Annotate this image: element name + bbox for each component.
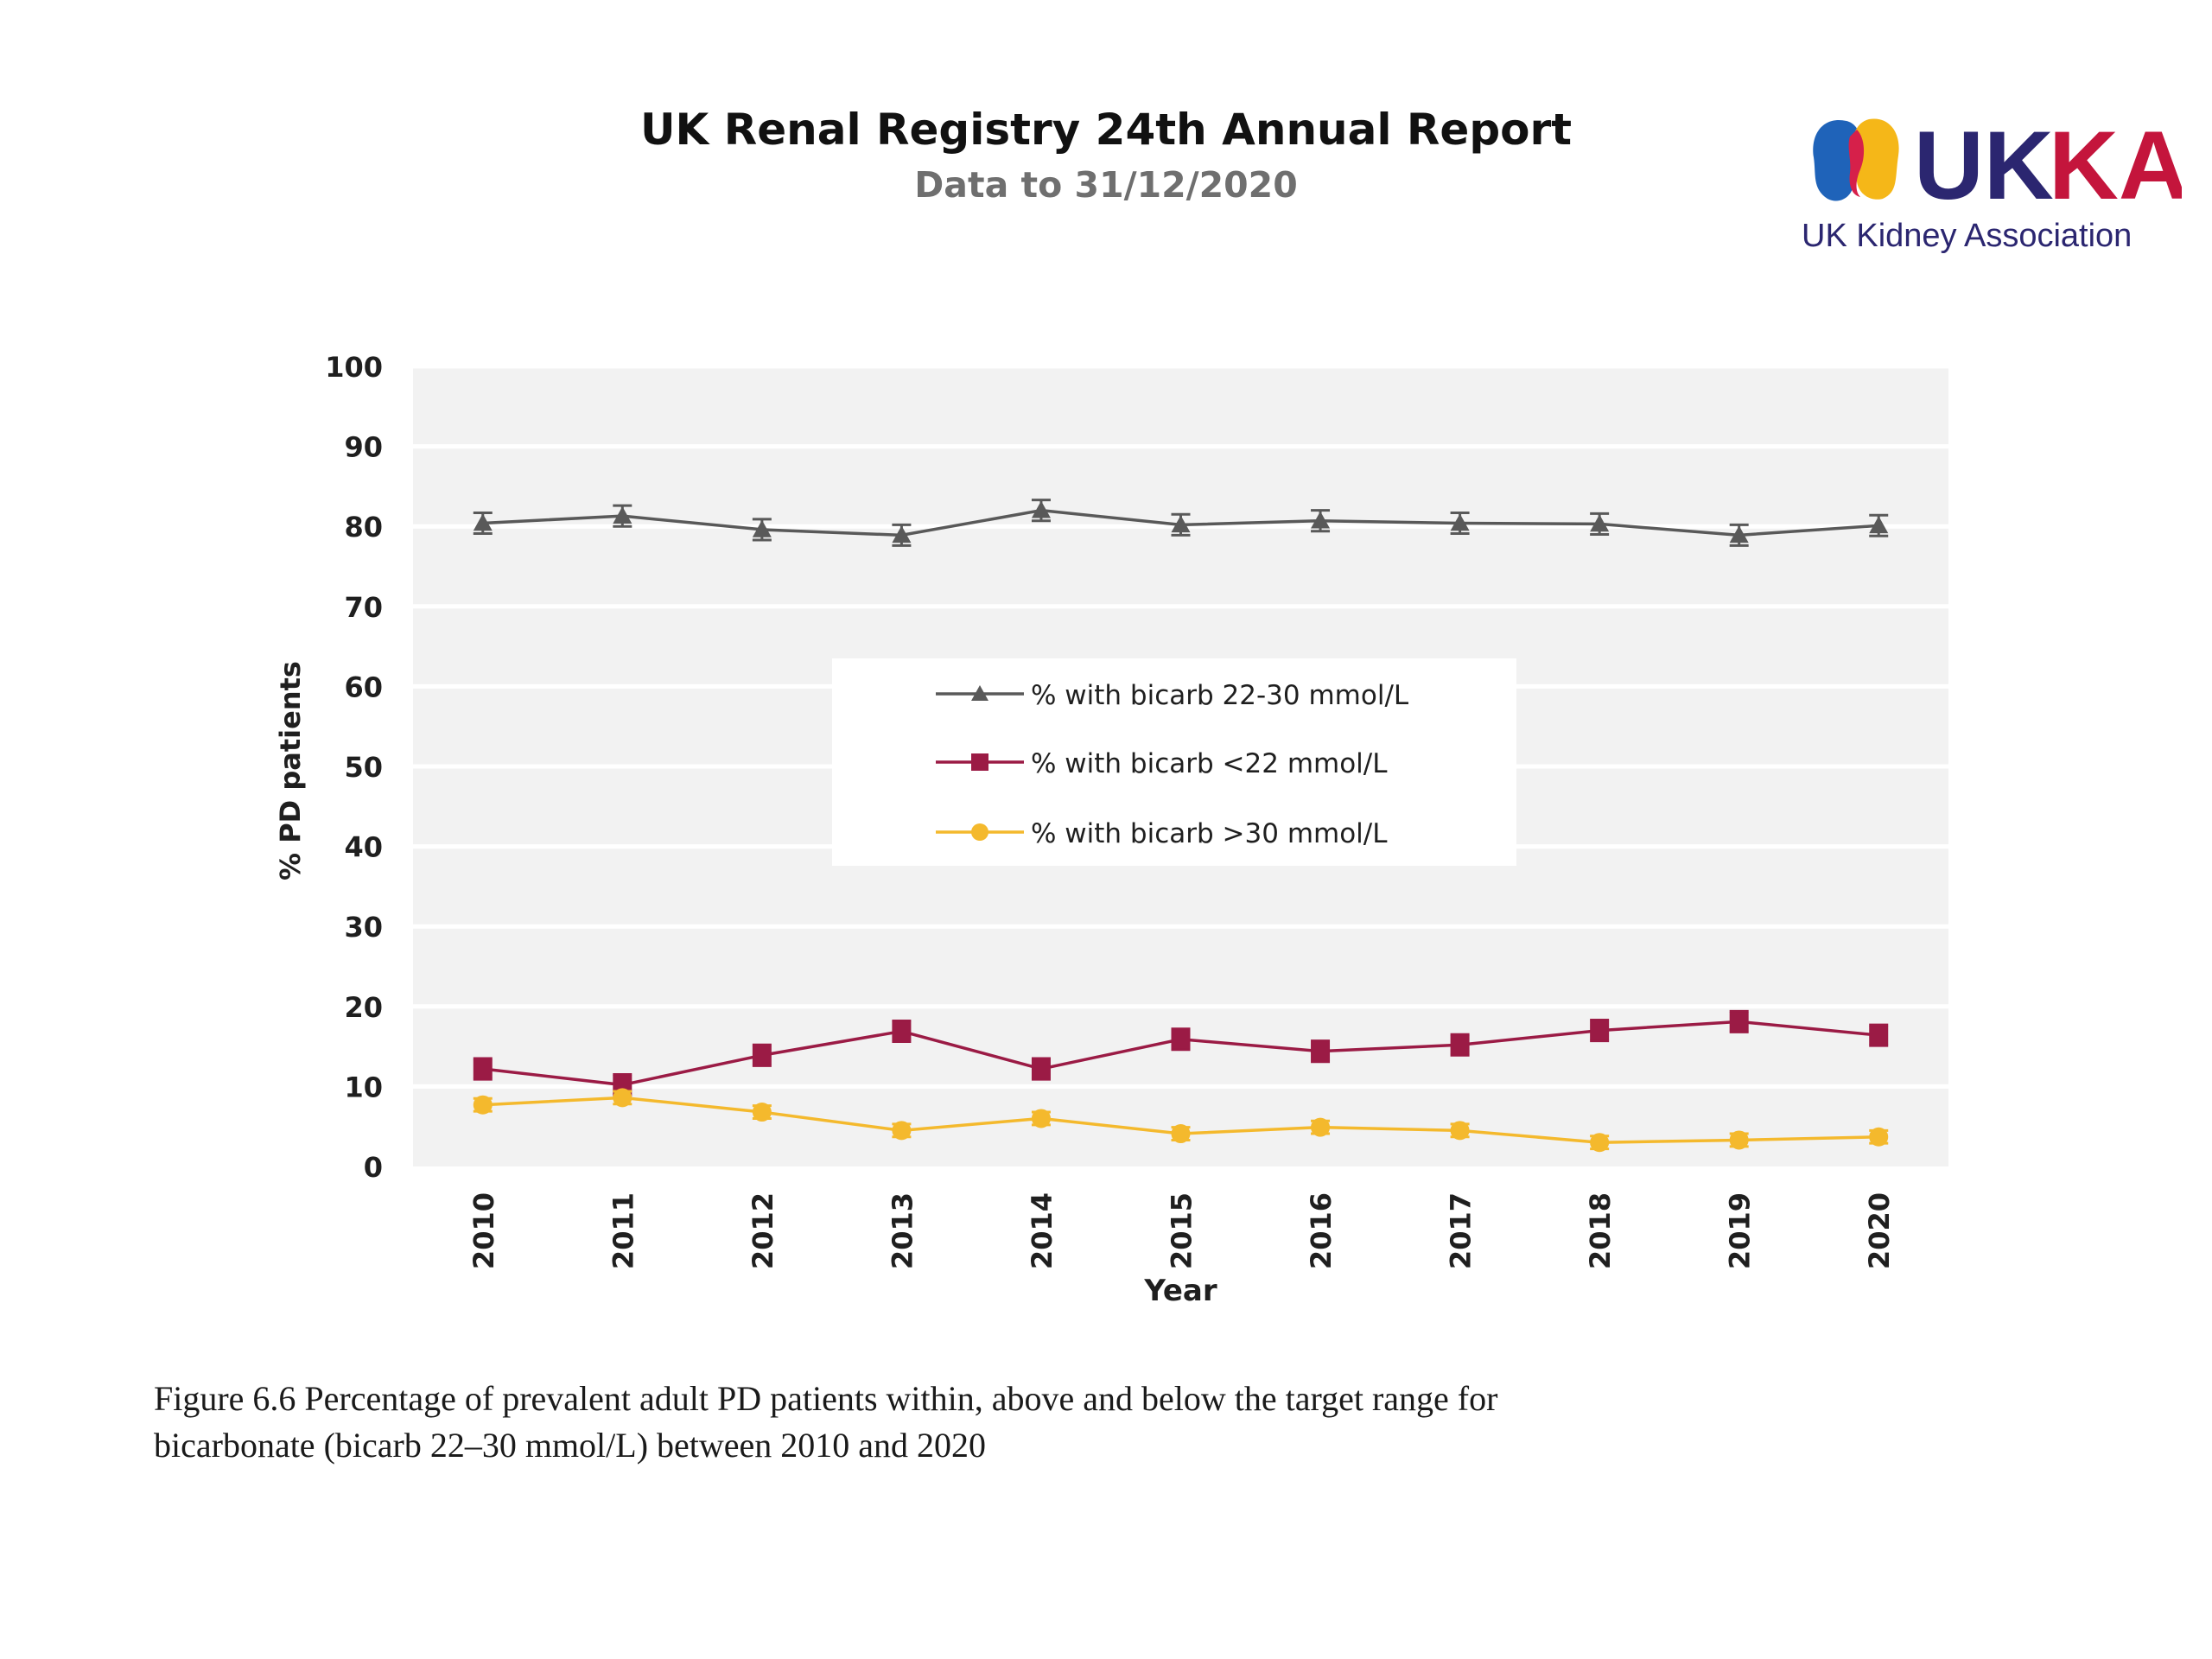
data-point bbox=[1031, 1059, 1051, 1079]
legend-item: % with bicarb 22-30 mmol/L bbox=[936, 680, 1409, 711]
series-2 bbox=[473, 1009, 1889, 1097]
legend: % with bicarb 22-30 mmol/L % with bicarb … bbox=[832, 658, 1516, 866]
legend-item: % with bicarb <22 mmol/L bbox=[936, 748, 1388, 779]
data-point bbox=[473, 1095, 493, 1115]
data-point bbox=[892, 525, 912, 543]
data-point bbox=[613, 1088, 632, 1108]
legend-label: % with bicarb >30 mmol/L bbox=[1031, 818, 1388, 849]
y-tick-label: 40 bbox=[344, 831, 383, 864]
data-point bbox=[1729, 1130, 1749, 1150]
legend-label: % with bicarb <22 mmol/L bbox=[1031, 748, 1388, 779]
data-point bbox=[613, 506, 632, 524]
logo-tagline: UK Kidney Association bbox=[1802, 218, 2132, 254]
data-point bbox=[1729, 1012, 1749, 1032]
legend-marker bbox=[971, 753, 988, 771]
x-tick-label: 2018 bbox=[1584, 1192, 1617, 1269]
y-tick-label: 20 bbox=[344, 991, 383, 1024]
y-tick-label: 60 bbox=[344, 671, 383, 703]
data-point bbox=[1311, 1041, 1331, 1061]
data-point bbox=[752, 519, 772, 537]
x-tick-label: 2014 bbox=[1026, 1192, 1058, 1269]
data-point bbox=[1031, 1109, 1051, 1128]
x-tick-label: 2011 bbox=[607, 1192, 639, 1269]
y-tick-label: 30 bbox=[344, 911, 383, 944]
data-point bbox=[1311, 511, 1331, 529]
y-tick-label: 80 bbox=[344, 511, 383, 543]
data-point bbox=[1450, 1121, 1470, 1141]
data-point bbox=[1450, 1035, 1470, 1055]
x-tick-label: 2017 bbox=[1445, 1192, 1478, 1269]
data-point bbox=[892, 1121, 912, 1141]
series-1 bbox=[473, 499, 1889, 547]
legend-item: % with bicarb >30 mmol/L bbox=[936, 818, 1388, 849]
data-point bbox=[1869, 1127, 1889, 1147]
data-point bbox=[1171, 1029, 1191, 1049]
x-tick-label: 2019 bbox=[1724, 1192, 1757, 1269]
caption-line-2: bicarbonate (bicarb 22–30 mmol/L) betwee… bbox=[154, 1426, 987, 1465]
y-tick-label: 90 bbox=[344, 431, 383, 464]
x-tick-label: 2020 bbox=[1863, 1192, 1896, 1269]
y-axis-ticks: 0 10 20 30 40 50 60 70 80 90 100 bbox=[325, 351, 383, 1184]
data-point bbox=[1590, 1133, 1610, 1153]
data-point bbox=[473, 513, 493, 531]
x-axis-ticks: 2010 2011 2012 2013 2014 2015 2016 2017 2018 2019… bbox=[467, 1192, 1896, 1269]
data-point bbox=[473, 1059, 493, 1079]
data-point bbox=[1869, 1026, 1889, 1046]
data-point bbox=[892, 1021, 912, 1041]
caption-line-1: Figure 6.6 Percentage of prevalent adult… bbox=[154, 1379, 1498, 1418]
data-point bbox=[1869, 516, 1889, 534]
y-tick-label: 10 bbox=[344, 1071, 383, 1103]
report-header: UK Renal Registry 24th Annual Report Dat… bbox=[0, 102, 2212, 211]
y-axis-label: % PD patients bbox=[274, 661, 307, 880]
data-point bbox=[1590, 514, 1610, 532]
data-point bbox=[752, 1046, 772, 1065]
y-tick-label: 100 bbox=[325, 351, 383, 384]
data-point bbox=[1171, 1124, 1191, 1144]
report-subtitle: Data to 31/12/2020 bbox=[914, 164, 1298, 206]
data-point bbox=[1031, 500, 1051, 518]
ukka-logo: UK KA UK Kidney Association bbox=[1802, 112, 2182, 254]
y-tick-label: 0 bbox=[364, 1151, 383, 1184]
kidney-logo-icon bbox=[1813, 118, 1899, 201]
x-tick-label: 2010 bbox=[467, 1192, 500, 1269]
legend-marker bbox=[971, 685, 988, 701]
data-point bbox=[752, 1103, 772, 1122]
data-point bbox=[1729, 525, 1749, 543]
legend-marker bbox=[971, 823, 988, 841]
x-tick-label: 2012 bbox=[747, 1192, 779, 1269]
y-tick-label: 50 bbox=[344, 751, 383, 784]
report-title: UK Renal Registry 24th Annual Report bbox=[639, 105, 1573, 155]
logo-wordmark-ka: KA bbox=[2049, 112, 2182, 219]
series-layer bbox=[473, 499, 1889, 1153]
figure-caption: Figure 6.6 Percentage of prevalent adult… bbox=[154, 1376, 1882, 1469]
legend-label: % with bicarb 22-30 mmol/L bbox=[1031, 680, 1409, 711]
data-point bbox=[1590, 1020, 1610, 1040]
data-point bbox=[1450, 513, 1470, 531]
logo-wordmark-uk: UK bbox=[1914, 112, 2054, 219]
y-tick-label: 70 bbox=[344, 591, 383, 624]
x-tick-label: 2015 bbox=[1166, 1192, 1198, 1269]
data-point bbox=[1171, 515, 1191, 533]
x-axis-label: Year bbox=[1143, 1274, 1217, 1308]
data-point bbox=[1311, 1117, 1331, 1137]
x-tick-label: 2016 bbox=[1305, 1192, 1338, 1269]
x-tick-label: 2013 bbox=[886, 1192, 918, 1269]
series-3 bbox=[473, 1088, 1889, 1153]
